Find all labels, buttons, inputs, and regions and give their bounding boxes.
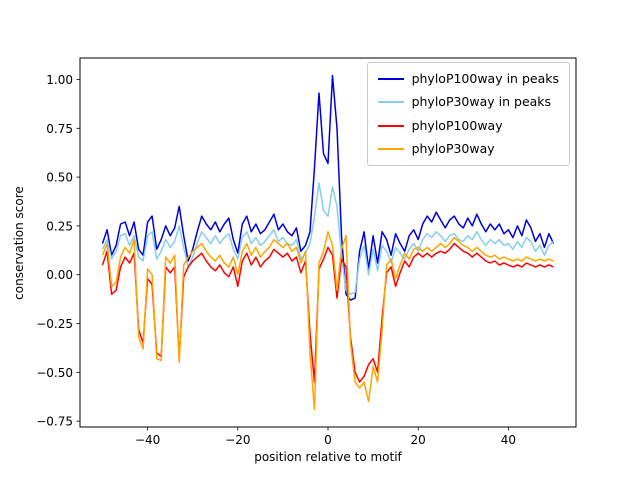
legend-label: phyloP100way in peaks: [411, 71, 559, 86]
axes-frame: [79, 57, 577, 428]
legend-entry: phyloP100way: [377, 117, 559, 134]
series-lines: [101, 74, 555, 411]
x-tick-label: −20: [225, 433, 250, 447]
legend-line-swatch: [377, 147, 404, 150]
legend-label: phyloP100way: [411, 117, 503, 133]
legend-line-swatch: [377, 78, 404, 81]
x-tick-label: −40: [135, 433, 160, 447]
series-line-phylop100way: [101, 242, 554, 383]
legend-line-swatch: [377, 101, 404, 104]
x-tick-label: 20: [411, 433, 426, 447]
axis-ticks: −40 −20 0 20 40 −0.75 −0.50 −0.25 0.00 0.25 0.50 0.…: [36, 73, 516, 447]
legend: phyloP100way in peaks phyloP30way in peak…: [366, 62, 570, 166]
y-tick-label: 0.75: [46, 122, 73, 136]
y-tick-label: 0.50: [46, 171, 73, 185]
legend-entry: phyloP30way in peaks: [377, 94, 559, 110]
legend-label: phyloP30way in peaks: [411, 94, 552, 110]
legend-line-swatch: [377, 124, 404, 127]
y-tick-label: −0.75: [36, 415, 73, 429]
y-axis-label: conservation score: [12, 186, 26, 300]
y-tick-label: −0.25: [36, 317, 73, 331]
series-line-phylop30way: [101, 231, 554, 411]
x-tick-label: 40: [501, 433, 516, 447]
y-tick-label: 1.00: [46, 73, 73, 87]
x-axis-label: position relative to motif: [254, 450, 402, 464]
x-tick-label: 0: [324, 433, 332, 447]
legend-label: phyloP30way: [411, 140, 495, 156]
legend-entry: phyloP100way in peaks: [377, 71, 559, 87]
legend-entry: phyloP30way: [377, 140, 559, 157]
y-tick-label: 0.00: [46, 268, 73, 282]
y-tick-label: −0.50: [36, 366, 73, 380]
y-tick-label: 0.25: [46, 219, 73, 233]
series-line-phylop100way-in-peaks: [101, 74, 555, 301]
series-line-phylop30way-in-peaks: [101, 182, 554, 295]
